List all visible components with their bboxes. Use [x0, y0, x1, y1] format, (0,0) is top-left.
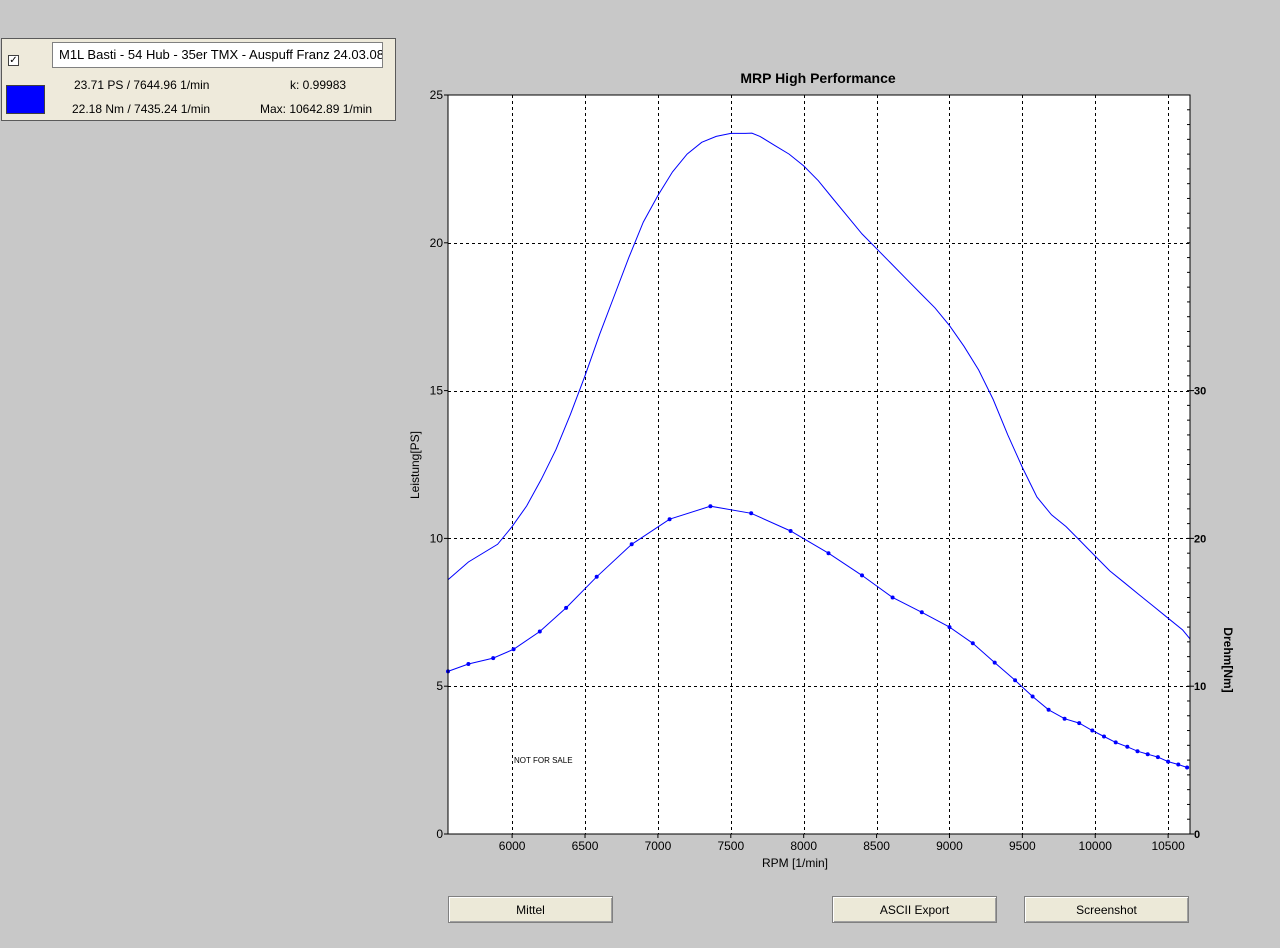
torque-data-point: [1155, 755, 1160, 760]
x-tick-label: 9500: [1009, 839, 1036, 853]
torque-data-point: [919, 610, 924, 615]
grid: [448, 95, 1190, 834]
axis-ticks: 6000 6500 7000 7500 8000 8500 9000 9500 10000 105…: [430, 88, 1207, 853]
k-factor-value: k: 0.99983: [290, 78, 347, 92]
torque-data-point: [491, 656, 496, 661]
y-axis-left-label: Leistung[PS]: [408, 431, 422, 499]
torque-data-point: [826, 551, 831, 556]
y-right-tick-label: 0: [1194, 829, 1200, 841]
torque-data-point: [1077, 721, 1082, 726]
x-tick-label: 9000: [936, 839, 963, 853]
mittel-button[interactable]: Mittel: [448, 896, 613, 923]
torque-data-point: [1030, 694, 1035, 699]
torque-data-point: [667, 517, 672, 522]
y-right-tick-label: 10: [1194, 681, 1206, 693]
torque-data-point: [890, 595, 895, 600]
y-left-tick-label: 20: [430, 236, 444, 250]
power-curve: [447, 132, 1191, 640]
x-tick-label: 10500: [1151, 839, 1185, 853]
y-left-tick-label: 5: [436, 679, 443, 693]
legend-panel: ✓ M1L Basti - 54 Hub - 35er TMX - Auspuf…: [1, 38, 396, 121]
torque-data-point: [1102, 734, 1106, 739]
x-tick-label: 7000: [645, 839, 672, 853]
power-peak-value: 23.71 PS / 7644.96 1/min: [74, 78, 210, 92]
torque-data-point: [1185, 765, 1190, 770]
x-tick-label: 8500: [863, 839, 890, 853]
torque-data-point: [629, 542, 634, 547]
y-axis-right-label: Drehm[Nm]: [1221, 627, 1235, 692]
torque-data-point: [1046, 707, 1051, 712]
torque-data-point: [1113, 740, 1118, 745]
torque-data-point: [1125, 744, 1130, 749]
screenshot-button[interactable]: Screenshot: [1024, 896, 1189, 923]
y-left-tick-label: 10: [430, 531, 444, 545]
torque-data-point: [1166, 759, 1171, 764]
y-left-tick-label: 25: [430, 88, 444, 102]
torque-data-point: [788, 529, 793, 533]
watermark-text: NOT FOR SALE: [514, 756, 573, 765]
torque-data-point: [564, 605, 569, 610]
torque-data-point: [860, 573, 864, 578]
y-left-tick-label: 0: [436, 827, 443, 841]
x-tick-label: 10000: [1079, 839, 1113, 853]
ascii-export-button[interactable]: ASCII Export: [832, 896, 997, 923]
torque-data-point: [511, 647, 516, 652]
y-right-tick-label: 20: [1194, 533, 1206, 545]
torque-data-point: [1090, 728, 1095, 733]
run-color-swatch[interactable]: [6, 85, 45, 114]
chart-title: MRP High Performance: [740, 70, 896, 86]
torque-data-point: [466, 662, 471, 666]
torque-data-point: [1013, 678, 1018, 683]
show-run-checkbox[interactable]: ✓: [8, 55, 19, 66]
plot-area: [448, 95, 1190, 834]
torque-data-point: [594, 574, 599, 579]
torque-data-point: [1176, 762, 1181, 767]
torque-data-point: [1145, 752, 1150, 757]
torque-data-point: [947, 625, 952, 630]
run-name-field[interactable]: M1L Basti - 54 Hub - 35er TMX - Auspuff …: [52, 42, 383, 68]
x-tick-label: 7500: [717, 839, 744, 853]
plot-frame: [447, 94, 1191, 835]
torque-curve: [447, 505, 1188, 768]
x-tick-label: 6000: [499, 839, 526, 853]
x-tick-label: 6500: [572, 839, 599, 853]
x-axis-label: RPM [1/min]: [762, 856, 828, 870]
max-rpm-value: Max: 10642.89 1/min: [260, 102, 373, 116]
torque-data-point: [992, 660, 997, 665]
torque-data-point: [1062, 716, 1067, 721]
torque-data-point: [1135, 749, 1140, 754]
torque-data-point: [708, 504, 713, 509]
torque-data-point: [537, 629, 542, 634]
torque-peak-value: 22.18 Nm / 7435.24 1/min: [72, 102, 211, 116]
y-right-tick-label: 30: [1194, 386, 1206, 398]
torque-data-point: [970, 641, 975, 646]
series-layer: [446, 132, 1191, 770]
x-tick-label: 8000: [790, 839, 817, 853]
y-left-tick-label: 15: [430, 384, 444, 398]
torque-data-point: [749, 511, 754, 516]
